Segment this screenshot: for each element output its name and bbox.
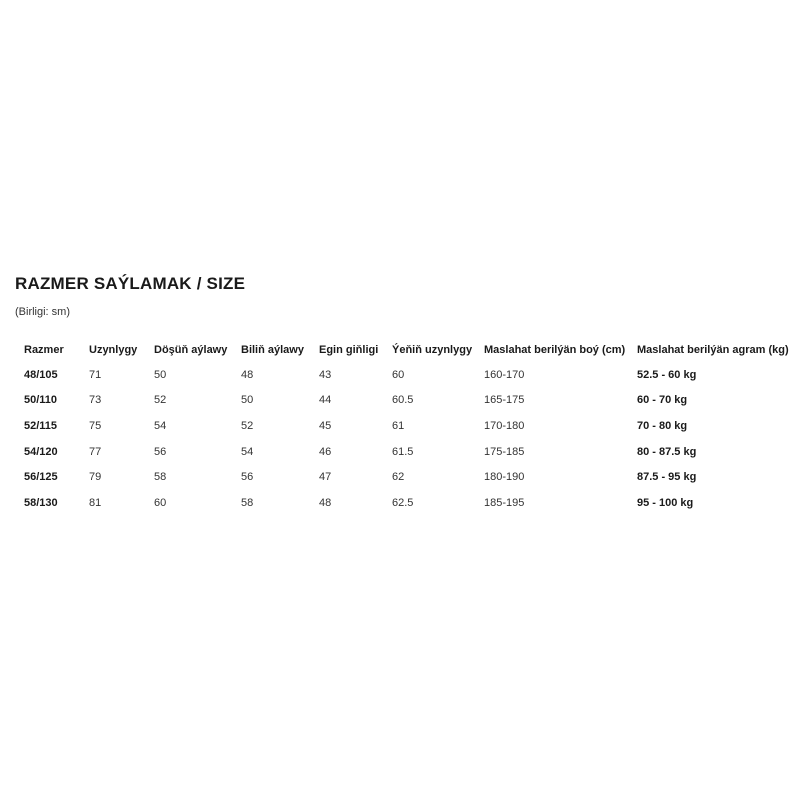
column-header: Ýeňiň uzynlygy <box>392 344 473 356</box>
table-cell: 60 <box>154 496 167 509</box>
table-cell: 175-185 <box>484 445 525 458</box>
table-cell: 52.5 - 60 kg <box>637 368 697 381</box>
table-cell: 185-195 <box>484 496 525 509</box>
table-row: 56/125 79 58 56 47 62 180-190 87.5 - 95 kg <box>16 464 797 490</box>
table-cell: 71 <box>89 368 102 381</box>
table-cell: 43 <box>319 368 332 381</box>
table-row: 50/110 73 52 50 44 60.5 165-175 60 - 70 kg <box>16 388 797 414</box>
column-header: Biliň aýlawy <box>241 344 304 356</box>
table-cell: 60.5 <box>392 394 414 407</box>
table-cell: 50 <box>154 368 167 381</box>
table-cell: 52/115 <box>24 419 58 432</box>
column-header: Uzynlygy <box>89 344 138 356</box>
table-cell: 180-190 <box>484 471 525 484</box>
table-cell: 80 - 87.5 kg <box>637 445 697 458</box>
table-cell: 44 <box>319 394 332 407</box>
size-table: Razmer Uzynlygy Döşüň aýlawy Biliň aýlawy Eg… <box>16 338 797 516</box>
table-cell: 58 <box>154 471 167 484</box>
table-cell: 46 <box>319 445 332 458</box>
table-cell: 70 - 80 kg <box>637 419 688 432</box>
table-cell: 62.5 <box>392 496 414 509</box>
table-cell: 54 <box>154 419 167 432</box>
column-header: Döşüň aýlawy <box>154 344 228 356</box>
column-header: Egin giňligi <box>319 344 379 356</box>
table-cell: 56/125 <box>24 471 58 484</box>
page-title: RAZMER SAÝLAMAK / SIZE <box>15 274 246 293</box>
table-cell: 48 <box>319 496 332 509</box>
table-cell: 48/105 <box>24 368 58 381</box>
unit-note: (Birligi: sm) <box>15 306 70 318</box>
table-cell: 54/120 <box>24 445 58 458</box>
table-cell: 165-175 <box>484 394 525 407</box>
table-cell: 58/130 <box>24 496 58 509</box>
table-cell: 81 <box>89 496 102 509</box>
table-cell: 160-170 <box>484 368 525 381</box>
table-cell: 45 <box>319 419 332 432</box>
table-cell: 73 <box>89 394 102 407</box>
table-cell: 60 <box>392 368 405 381</box>
table-cell: 56 <box>154 445 167 458</box>
column-header: Razmer <box>24 344 64 356</box>
table-row: 58/130 81 60 58 48 62.5 185-195 95 - 100 kg <box>16 490 797 516</box>
table-cell: 58 <box>241 496 254 509</box>
table-cell: 50 <box>241 394 254 407</box>
column-header: Maslahat berilýän boý (cm) <box>484 344 626 356</box>
table-cell: 61 <box>392 419 405 432</box>
table-row: 48/105 71 50 48 43 60 160-170 52.5 - 60 kg <box>16 362 797 388</box>
table-cell: 170-180 <box>484 419 525 432</box>
table-cell: 52 <box>154 394 167 407</box>
table-cell: 79 <box>89 471 102 484</box>
table-cell: 54 <box>241 445 254 458</box>
table-cell: 47 <box>319 471 332 484</box>
table-cell: 62 <box>392 471 405 484</box>
table-cell: 56 <box>241 471 254 484</box>
table-row: 54/120 77 56 54 46 61.5 175-185 80 - 87.5 kg <box>16 439 797 465</box>
table-row: 52/115 75 54 52 45 61 170-180 70 - 80 kg <box>16 413 797 439</box>
table-cell: 52 <box>241 419 254 432</box>
column-header: Maslahat berilýän agram (kg) <box>637 344 789 356</box>
table-cell: 48 <box>241 368 254 381</box>
table-cell: 60 - 70 kg <box>637 394 688 407</box>
table-cell: 61.5 <box>392 445 414 458</box>
table-cell: 75 <box>89 419 102 432</box>
table-cell: 50/110 <box>24 394 58 407</box>
table-cell: 87.5 - 95 kg <box>637 471 697 484</box>
table-header-row: Razmer Uzynlygy Döşüň aýlawy Biliň aýlawy Eg… <box>16 338 797 362</box>
table-cell: 77 <box>89 445 102 458</box>
table-cell: 95 - 100 kg <box>637 496 694 509</box>
